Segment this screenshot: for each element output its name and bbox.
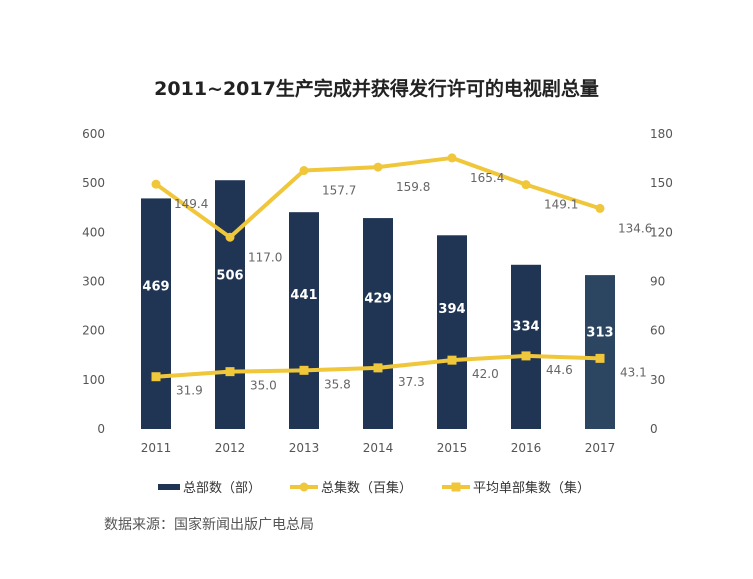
total-episodes-marker [299, 166, 309, 176]
avg-episodes-marker [225, 367, 235, 377]
total-episodes-label: 149.1 [544, 198, 578, 212]
bar-label: 394 [438, 302, 465, 317]
total-episodes-label: 157.7 [322, 184, 356, 198]
x-tick-label: 2015 [437, 441, 468, 455]
total-episodes-marker [151, 179, 161, 189]
avg-episodes-marker [373, 363, 383, 373]
legend-label: 总集数（百集） [321, 480, 412, 496]
bar [289, 212, 319, 429]
bar [511, 264, 541, 429]
legend-swatch-marker [299, 482, 309, 492]
total-episodes-label: 134.6 [618, 221, 652, 235]
avg-episodes-marker [447, 355, 457, 365]
total-episodes-label: 149.4 [174, 197, 208, 211]
y-right-tick-label: 90 [650, 275, 665, 289]
bar [363, 218, 393, 429]
y-left-tick-label: 400 [82, 225, 105, 239]
y-right-tick-label: 30 [650, 373, 665, 387]
avg-episodes-label: 42.0 [472, 367, 499, 381]
total-episodes-marker [373, 162, 383, 172]
x-tick-label: 2017 [585, 441, 616, 455]
y-left-tick-label: 300 [82, 275, 105, 289]
avg-episodes-label: 31.9 [176, 384, 203, 398]
y-left-tick-label: 0 [97, 422, 105, 436]
y-right-tick-label: 180 [650, 127, 673, 141]
y-right-tick-label: 0 [650, 422, 658, 436]
x-tick-label: 2012 [215, 441, 246, 455]
legend-label: 总部数（部） [183, 481, 261, 496]
bar-label: 506 [216, 269, 243, 284]
x-tick-label: 2013 [289, 441, 320, 455]
total-episodes-marker [521, 180, 531, 190]
avg-episodes-label: 35.0 [250, 379, 277, 393]
y-right-tick-label: 60 [650, 324, 665, 338]
bar-label: 334 [512, 319, 539, 334]
total-episodes-label: 159.8 [396, 180, 430, 194]
y-left-tick-label: 200 [82, 324, 105, 338]
y-left-tick-label: 600 [82, 127, 105, 141]
y-right-tick-label: 120 [650, 225, 673, 239]
bar-label: 429 [364, 291, 391, 306]
total-episodes-marker [447, 153, 457, 163]
bar-label: 469 [142, 280, 169, 295]
avg-episodes-marker [595, 353, 605, 363]
y-right-tick-label: 150 [650, 176, 673, 190]
x-tick-label: 2011 [141, 441, 172, 455]
bar [437, 235, 467, 429]
legend-swatch-bar [158, 484, 180, 490]
bar [585, 275, 615, 429]
bar [215, 180, 245, 429]
data-source: 数据来源：国家新闻出版广电总局 [104, 517, 314, 533]
avg-episodes-marker [299, 365, 309, 375]
bar [141, 198, 171, 429]
y-left-tick-label: 500 [82, 176, 105, 190]
x-tick-label: 2014 [363, 441, 394, 455]
total-episodes-marker [225, 232, 235, 242]
x-tick-label: 2016 [511, 441, 542, 455]
total-episodes-label: 165.4 [470, 171, 504, 185]
total-episodes-marker [595, 203, 605, 213]
bar-label: 441 [290, 288, 317, 303]
avg-episodes-label: 35.8 [324, 377, 351, 391]
avg-episodes-marker [151, 372, 161, 382]
avg-episodes-label: 37.3 [398, 375, 425, 389]
total-episodes-label: 117.0 [248, 250, 282, 264]
avg-episodes-label: 43.1 [620, 365, 647, 379]
avg-episodes-marker [521, 351, 531, 361]
chart-title: 2011~2017生产完成并获得发行许可的电视剧总量 [154, 78, 599, 100]
legend-swatch-marker [451, 482, 461, 492]
legend-label: 平均单部集数（集） [473, 480, 590, 496]
y-left-tick-label: 100 [82, 373, 105, 387]
avg-episodes-label: 44.6 [546, 363, 573, 377]
bar-label: 313 [586, 326, 613, 341]
